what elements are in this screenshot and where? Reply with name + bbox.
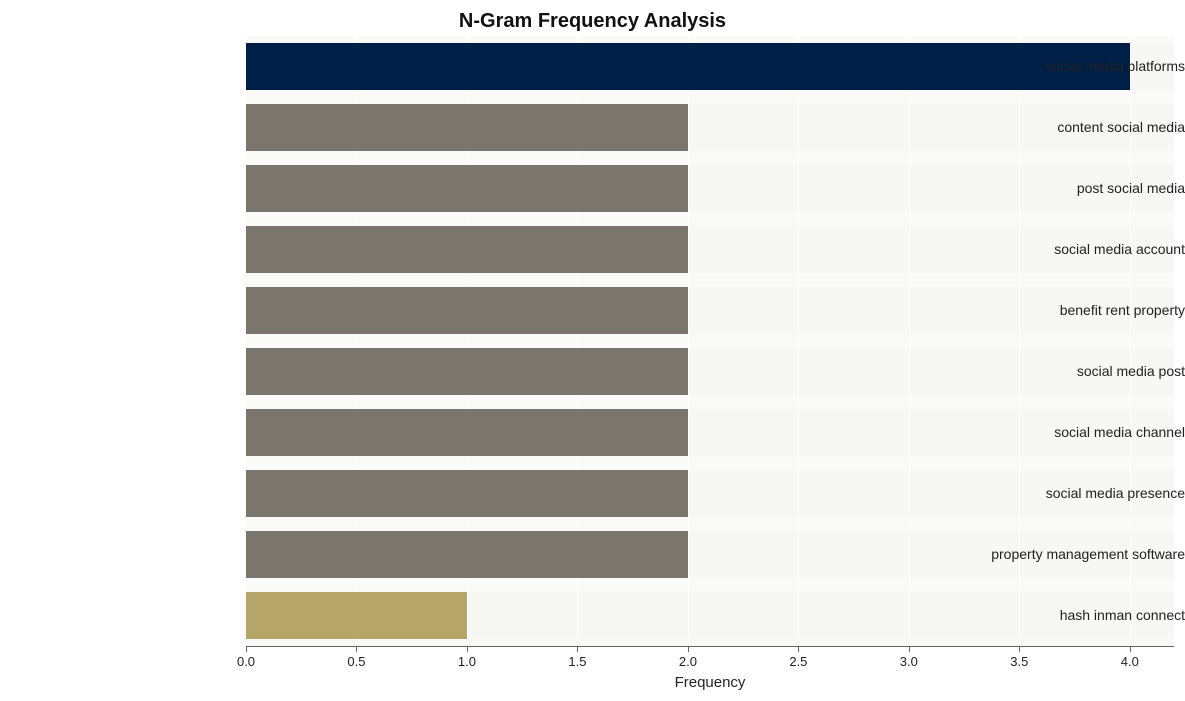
y-tick-label: post social media — [947, 180, 1185, 196]
bar — [246, 165, 688, 211]
row-gap-band — [246, 639, 1174, 646]
x-tick-label: 2.0 — [679, 654, 697, 669]
y-tick-label: benefit rent property — [947, 302, 1185, 318]
chart-title: N-Gram Frequency Analysis — [0, 10, 1185, 33]
bar — [246, 470, 688, 516]
x-tick-mark — [467, 646, 468, 652]
y-tick-label: social media account — [947, 241, 1185, 257]
y-tick-label: content social media — [947, 119, 1185, 135]
row-gap-band — [246, 212, 1174, 227]
x-tick-label: 0.5 — [347, 654, 365, 669]
bar — [246, 348, 688, 394]
x-tick-mark — [688, 646, 689, 652]
bar — [246, 409, 688, 455]
x-tick-mark — [909, 646, 910, 652]
row-gap-band — [246, 517, 1174, 532]
x-tick-label: 1.0 — [458, 654, 476, 669]
bar — [246, 287, 688, 333]
row-gap-band — [246, 36, 1174, 43]
ngram-frequency-chart: N-Gram Frequency Analysis social media p… — [0, 0, 1185, 701]
x-tick-mark — [1019, 646, 1020, 652]
bar — [246, 592, 467, 638]
x-tick-label: 1.5 — [568, 654, 586, 669]
row-gap-band — [246, 395, 1174, 410]
bar — [246, 104, 688, 150]
x-tick-label: 0.0 — [237, 654, 255, 669]
row-gap-band — [246, 90, 1174, 105]
x-tick-label: 2.5 — [789, 654, 807, 669]
y-tick-label: social media platforms — [947, 58, 1185, 74]
y-tick-label: hash inman connect — [947, 607, 1185, 623]
bar — [246, 226, 688, 272]
y-tick-label: social media post — [947, 363, 1185, 379]
x-axis-title: Frequency — [246, 674, 1174, 691]
x-tick-mark — [798, 646, 799, 652]
row-gap-band — [246, 273, 1174, 288]
y-tick-label: social media presence — [947, 485, 1185, 501]
y-tick-label: social media channel — [947, 424, 1185, 440]
x-tick-mark — [246, 646, 247, 652]
x-tick-label: 3.0 — [900, 654, 918, 669]
x-tick-mark — [577, 646, 578, 652]
row-gap-band — [246, 578, 1174, 593]
row-gap-band — [246, 334, 1174, 349]
x-tick-label: 3.5 — [1010, 654, 1028, 669]
row-gap-band — [246, 151, 1174, 166]
row-gap-band — [246, 456, 1174, 471]
x-tick-label: 4.0 — [1121, 654, 1139, 669]
x-axis-line — [246, 646, 1174, 647]
bar — [246, 531, 688, 577]
x-tick-mark — [356, 646, 357, 652]
y-tick-label: property management software — [947, 546, 1185, 562]
x-tick-mark — [1130, 646, 1131, 652]
